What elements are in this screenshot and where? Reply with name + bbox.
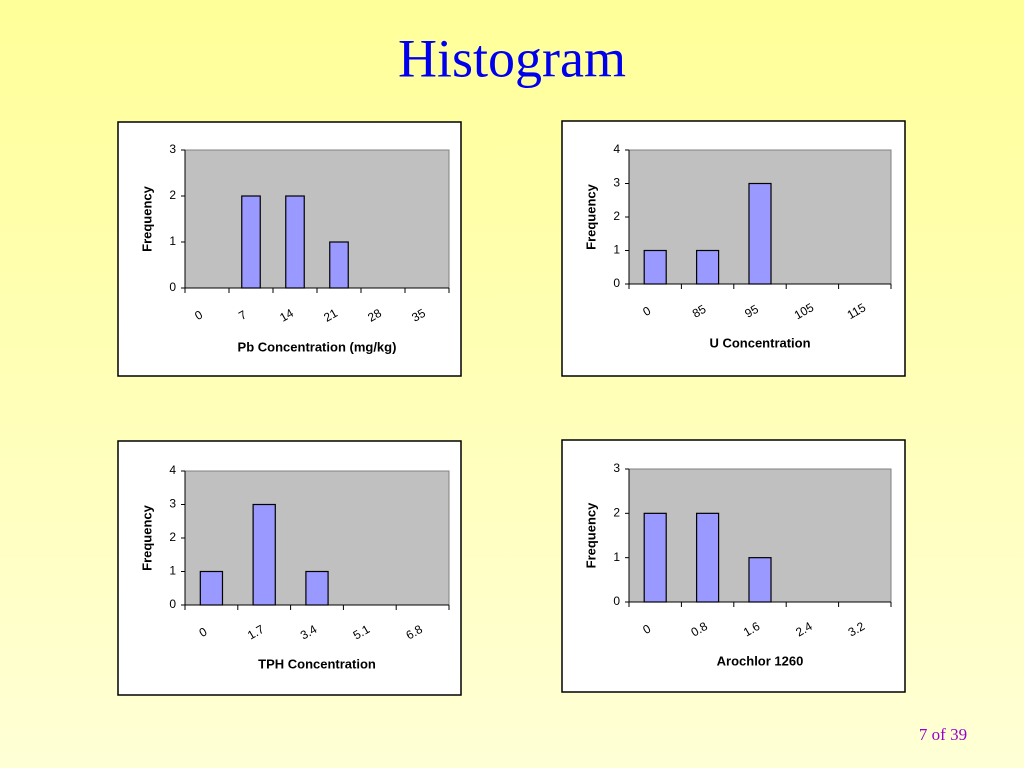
y-axis-title: Frequency [139,504,154,571]
slide-title: Histogram [398,28,626,88]
bar [695,249,720,285]
y-tick-label: 0 [169,280,176,294]
bar [241,195,261,289]
y-tick-label: 3 [169,142,176,156]
bar [329,241,349,289]
y-tick-label: 1 [613,243,620,257]
y-tick-label: 3 [169,497,176,511]
x-tick-label: 35 [409,306,428,325]
bar [252,503,276,606]
x-tick-label: 95 [742,302,761,321]
x-axis-title: U Concentration [709,335,810,350]
y-tick-label: 2 [169,188,176,202]
x-axis-title: TPH Concentration [258,656,376,671]
plot-area [184,149,450,289]
bar [305,570,329,606]
y-axis-title: Frequency [583,502,598,569]
y-tick-label: 2 [169,530,176,544]
x-tick-label: 21 [321,306,340,325]
y-tick-label: 1 [613,550,620,564]
y-tick-label: 1 [169,564,176,578]
x-axis-title: Pb Concentration (mg/kg) [238,339,397,354]
y-tick-label: 4 [613,142,620,156]
y-tick-label: 4 [169,463,176,477]
x-tick-label: 14 [277,306,296,325]
x-tick-label: 85 [690,302,709,321]
y-tick-label: 2 [613,209,620,223]
y-axis-title: Frequency [583,183,598,250]
y-tick-label: 3 [613,461,620,475]
y-tick-label: 0 [169,597,176,611]
y-tick-label: 2 [613,506,620,520]
page-number: 7 of 39 [919,725,967,744]
bar [643,249,667,285]
bar [748,557,772,603]
y-axis-title: Frequency [139,185,154,252]
bar [643,512,667,603]
bar [199,570,224,606]
y-tick-label: 1 [169,234,176,248]
y-tick-label: 0 [613,594,620,608]
bar [695,512,720,603]
y-tick-label: 3 [613,176,620,190]
bar [285,195,305,289]
y-tick-label: 0 [613,276,620,290]
bar [748,182,772,285]
x-axis-title: Arochlor 1260 [717,653,804,668]
x-tick-label: 28 [365,306,384,325]
